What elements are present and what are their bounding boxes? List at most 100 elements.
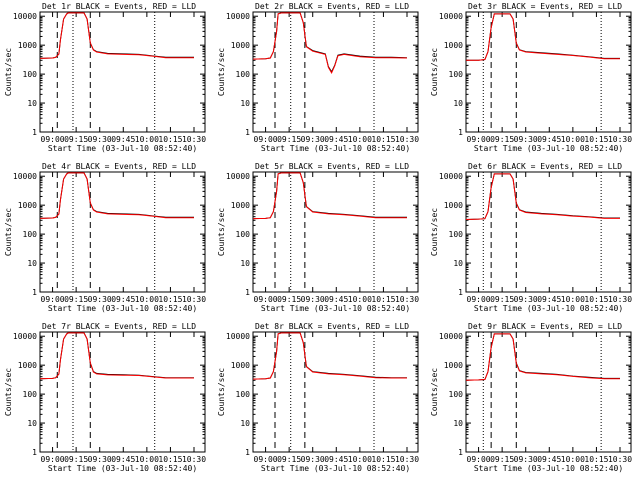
plot-frame (39, 331, 206, 453)
y-tick-label: 1000 (18, 201, 37, 210)
chart-title: Det 4r BLACK = Events, RED = LLD (42, 162, 196, 171)
plot-frame (39, 171, 206, 293)
y-tick-label: 10000 (226, 12, 250, 21)
x-tick-label: 10:30 (608, 455, 632, 464)
chart-panel-5: Det 5r BLACK = Events, RED = LLD 1 10 100 10… (217, 162, 419, 313)
chart-title: Det 2r BLACK = Events, RED = LLD (255, 2, 409, 11)
y-tick-label: 10000 (13, 12, 37, 21)
y-tick-label: 100 (23, 230, 38, 239)
x-tick-label: 09:00 (254, 135, 278, 144)
chart-title: Det 9r BLACK = Events, RED = LLD (468, 322, 622, 331)
y-axis-label: Counts/sec (217, 48, 226, 96)
x-tick-label: 10:30 (182, 455, 206, 464)
y-tick-label: 10 (453, 259, 463, 268)
x-tick-label: 09:00 (467, 295, 491, 304)
y-tick-label: 1 (458, 288, 463, 297)
y-tick-label: 10 (27, 99, 37, 108)
x-tick-label: 09:15 (277, 295, 301, 304)
x-tick-label: 10:15 (158, 295, 182, 304)
x-tick-label: 09:30 (301, 135, 325, 144)
y-tick-label: 1 (458, 128, 463, 137)
chart-title: Det 5r BLACK = Events, RED = LLD (255, 162, 409, 171)
y-tick-label: 1000 (18, 361, 37, 370)
plot-frame (465, 171, 632, 293)
x-axis-label: Start Time (03-Jul-10 08:52:40) (474, 144, 623, 153)
y-tick-label: 1000 (18, 41, 37, 50)
x-tick-label: 09:45 (537, 295, 561, 304)
chart-panel-7: Det 7r BLACK = Events, RED = LLD 1 10 100 10… (4, 322, 206, 473)
x-tick-label: 09:45 (324, 135, 348, 144)
x-tick-label: 09:45 (111, 455, 135, 464)
lld-series-line (465, 333, 620, 381)
x-tick-label: 10:00 (561, 295, 585, 304)
lld-series-line (252, 172, 407, 220)
x-tick-label: 10:30 (182, 295, 206, 304)
y-tick-label: 10000 (439, 12, 463, 21)
chart-title: Det 3r BLACK = Events, RED = LLD (468, 2, 622, 11)
x-tick-label: 10:30 (608, 135, 632, 144)
x-tick-label: 09:00 (467, 455, 491, 464)
y-tick-label: 1000 (231, 361, 250, 370)
y-tick-label: 100 (449, 70, 464, 79)
x-tick-label: 09:30 (88, 295, 112, 304)
x-tick-label: 09:15 (64, 295, 88, 304)
x-tick-label: 09:15 (490, 295, 514, 304)
x-tick-label: 10:15 (584, 455, 608, 464)
chart-title: Det 7r BLACK = Events, RED = LLD (42, 322, 196, 331)
chart-panel-3: Det 3r BLACK = Events, RED = LLD 1 10 100 10… (430, 2, 632, 153)
chart-title: Det 6r BLACK = Events, RED = LLD (468, 162, 622, 171)
x-tick-label: 09:15 (64, 135, 88, 144)
y-tick-label: 1000 (231, 41, 250, 50)
y-tick-label: 10 (453, 99, 463, 108)
plot-frame (39, 11, 206, 133)
chart-panel-9: Det 9r BLACK = Events, RED = LLD 1 10 100 10… (430, 322, 632, 473)
y-axis-label: Counts/sec (430, 368, 439, 416)
x-tick-label: 09:30 (88, 135, 112, 144)
x-tick-label: 10:15 (371, 455, 395, 464)
x-tick-label: 10:30 (182, 135, 206, 144)
x-tick-label: 09:15 (490, 455, 514, 464)
y-axis-label: Counts/sec (217, 368, 226, 416)
x-tick-label: 09:15 (277, 455, 301, 464)
x-tick-label: 10:15 (158, 455, 182, 464)
x-tick-label: 09:30 (301, 455, 325, 464)
chart-title: Det 8r BLACK = Events, RED = LLD (255, 322, 409, 331)
x-tick-label: 10:15 (584, 295, 608, 304)
x-tick-label: 09:00 (467, 135, 491, 144)
x-tick-label: 09:30 (88, 455, 112, 464)
x-axis-label: Start Time (03-Jul-10 08:52:40) (48, 464, 197, 473)
x-axis-label: Start Time (03-Jul-10 08:52:40) (261, 144, 410, 153)
x-tick-label: 09:15 (277, 135, 301, 144)
x-tick-label: 10:15 (371, 135, 395, 144)
y-tick-label: 10 (240, 99, 250, 108)
x-tick-label: 10:00 (348, 455, 372, 464)
x-tick-label: 10:30 (395, 455, 419, 464)
lld-series-line (39, 172, 194, 219)
y-tick-label: 10000 (226, 172, 250, 181)
x-axis-label: Start Time (03-Jul-10 08:52:40) (48, 144, 197, 153)
x-tick-label: 09:45 (537, 455, 561, 464)
lld-series-line (252, 332, 407, 380)
chart-panel-4: Det 4r BLACK = Events, RED = LLD 1 10 100 10… (4, 162, 206, 313)
x-tick-label: 10:00 (561, 135, 585, 144)
x-tick-label: 09:15 (490, 135, 514, 144)
plot-frame (465, 11, 632, 133)
x-tick-label: 09:45 (111, 135, 135, 144)
x-axis-label: Start Time (03-Jul-10 08:52:40) (474, 304, 623, 313)
y-tick-label: 100 (236, 230, 251, 239)
x-axis-label: Start Time (03-Jul-10 08:52:40) (261, 464, 410, 473)
lld-series-line (465, 173, 620, 220)
y-tick-label: 100 (23, 390, 38, 399)
y-axis-label: Counts/sec (430, 208, 439, 256)
chart-panel-6: Det 6r BLACK = Events, RED = LLD 1 10 100 10… (430, 162, 632, 313)
x-tick-label: 09:00 (254, 455, 278, 464)
y-tick-label: 100 (236, 390, 251, 399)
x-tick-label: 09:30 (514, 135, 538, 144)
x-tick-label: 09:45 (537, 135, 561, 144)
y-tick-label: 1 (458, 448, 463, 457)
y-tick-label: 1 (32, 128, 37, 137)
lld-series-line (466, 13, 620, 61)
y-tick-label: 1 (32, 288, 37, 297)
plot-frame (465, 331, 632, 453)
